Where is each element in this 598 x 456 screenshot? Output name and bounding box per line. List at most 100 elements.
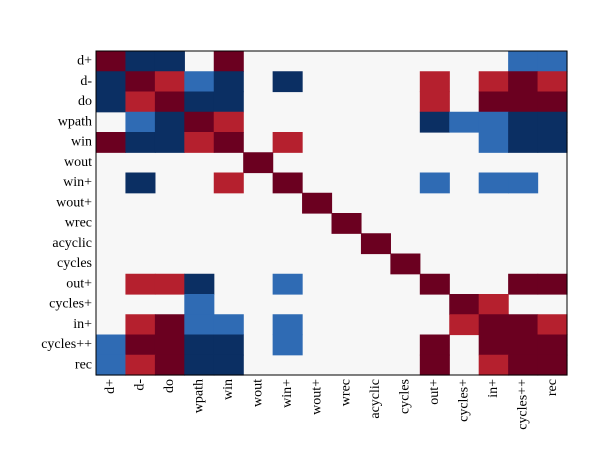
heatmap-cells (96, 51, 568, 376)
column-label: cycles (398, 379, 413, 414)
heatmap-cell (154, 273, 185, 295)
heatmap-cell (125, 273, 156, 295)
heatmap-cell (360, 233, 391, 255)
heatmap-cell (537, 51, 568, 72)
heatmap-cell (154, 91, 185, 113)
heatmap-cell (419, 91, 450, 113)
row-label: d+ (77, 54, 92, 69)
heatmap-cell (508, 172, 539, 194)
heatmap-cell (125, 51, 156, 72)
heatmap-cell (419, 172, 450, 194)
heatmap-cell (213, 314, 244, 336)
column-label: win (221, 379, 236, 400)
heatmap-cell (96, 334, 127, 356)
row-labels: d+ d-do wpath win wout win+ wout+ wrec acyclic cy… (41, 54, 92, 373)
heatmap-cell (96, 51, 127, 72)
heatmap-cell (478, 294, 509, 315)
heatmap-cell (184, 132, 215, 153)
heatmap-cell (125, 71, 156, 93)
row-label: acyclic (52, 236, 92, 251)
heatmap-cell (537, 91, 568, 113)
heatmap-cell (154, 314, 185, 336)
heatmap-cell (537, 273, 568, 295)
heatmap-cell (508, 91, 539, 113)
heatmap-cell (537, 314, 568, 336)
heatmap-cell (184, 71, 215, 93)
row-label: wout+ (56, 195, 92, 210)
row-label: out+ (66, 276, 92, 291)
row-label: cycles+ (49, 297, 92, 312)
heatmap-cell (125, 334, 156, 356)
column-label: in+ (486, 379, 501, 398)
column-label: do (162, 379, 177, 393)
heatmap-cell (508, 51, 539, 72)
heatmap-cell (272, 71, 303, 93)
column-label: wpath (192, 379, 207, 413)
heatmap-cell (478, 91, 509, 113)
heatmap-cell (184, 334, 215, 356)
column-labels: d+ d-do wpath win wout win+ wout+ wrec acyclic cy… (103, 379, 560, 430)
heatmap-cell (419, 71, 450, 93)
heatmap-cell (537, 334, 568, 356)
heatmap-cell (272, 273, 303, 295)
heatmap-cell (125, 314, 156, 336)
heatmap-cell (537, 132, 568, 153)
row-label: rec (75, 357, 92, 372)
heatmap-cell (478, 334, 509, 356)
plot-frame (95, 50, 568, 376)
heatmap-cell (154, 51, 185, 72)
column-label: wout (250, 379, 265, 407)
heatmap-cell (243, 152, 274, 174)
heatmap-cell (154, 354, 185, 376)
heatmap-cell (508, 354, 539, 376)
heatmap-cell (154, 111, 185, 133)
row-label: do (78, 94, 92, 109)
heatmap-cell (390, 253, 421, 275)
heatmap-cell (537, 111, 568, 133)
heatmap-cell (331, 213, 362, 234)
column-label: wrec (339, 379, 354, 406)
row-label: cycles++ (41, 337, 92, 352)
heatmap-cell (478, 132, 509, 153)
heatmap-cell (213, 91, 244, 113)
heatmap-cell (478, 111, 509, 133)
heatmap-cell (213, 51, 244, 72)
heatmap-cell (184, 314, 215, 336)
heatmap-cell (154, 132, 185, 153)
heatmap-cell (154, 334, 185, 356)
row-label: cycles (57, 256, 92, 271)
heatmap-cell (449, 294, 480, 315)
heatmap-cell (419, 273, 450, 295)
heatmap-cell (508, 334, 539, 356)
heatmap-cell (125, 132, 156, 153)
column-label: d+ (103, 379, 118, 394)
heatmap-cell (419, 111, 450, 133)
heatmap-cell (508, 132, 539, 153)
heatmap-cell (213, 354, 244, 376)
row-label: win+ (63, 175, 92, 190)
heatmap-cell (449, 111, 480, 133)
row-label: d- (80, 74, 92, 89)
heatmap-cell (508, 314, 539, 336)
column-label: out+ (427, 379, 442, 405)
heatmap-cell (184, 273, 215, 295)
heatmap-cell (272, 172, 303, 194)
heatmap-cell (419, 354, 450, 376)
row-label: in+ (73, 317, 92, 332)
heatmap-cell (96, 91, 127, 113)
row-label: win (71, 135, 92, 150)
heatmap-cell (184, 91, 215, 113)
heatmap-cell (478, 172, 509, 194)
heatmap-cell (537, 354, 568, 376)
column-label: win+ (280, 379, 295, 408)
heatmap-cell (125, 111, 156, 133)
column-label: cycles++ (515, 379, 530, 430)
heatmap-cell (213, 172, 244, 194)
heatmap-cell (213, 334, 244, 356)
column-label: d- (133, 379, 148, 391)
heatmap-cell (184, 111, 215, 133)
heatmap-cell (96, 354, 127, 376)
row-label: wpath (58, 114, 92, 129)
column-label: cycles+ (456, 379, 471, 422)
